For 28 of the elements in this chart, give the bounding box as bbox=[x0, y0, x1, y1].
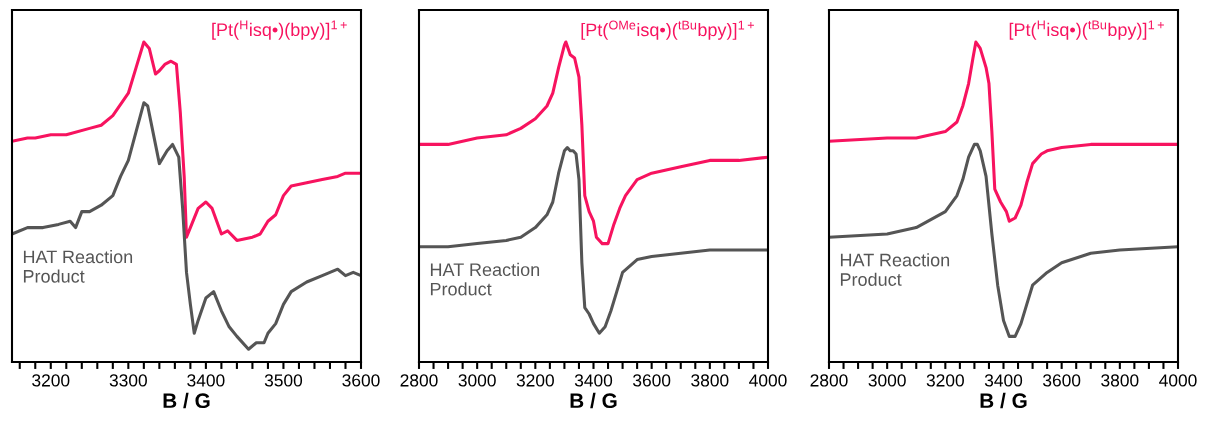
x-axis-title: B / G bbox=[980, 392, 1027, 409]
x-tick-label: 3200 bbox=[516, 374, 554, 387]
x-tick-label: 3400 bbox=[574, 374, 613, 387]
x-axis-title: B / G bbox=[570, 392, 617, 409]
x-tick-label: 3400 bbox=[187, 374, 225, 387]
series-label: [Pt($^{OMe}$isq•)($^{tBu}$bpy)]$^{1+}$ bbox=[581, 20, 754, 40]
x-tick-label: 4000 bbox=[749, 374, 787, 387]
x-tick-label: 2800 bbox=[810, 374, 848, 387]
x-tick-label: 3800 bbox=[691, 374, 729, 387]
x-tick-label: 2800 bbox=[400, 374, 438, 387]
x-tick-label: 4000 bbox=[1159, 374, 1197, 387]
text: [Pt($^{H}$isq•)(bpy)]$^{1+}$ bbox=[212, 20, 347, 40]
x-tick-label: 3300 bbox=[109, 374, 147, 387]
x-tick-label: 3600 bbox=[633, 374, 671, 387]
series-label: HAT Reaction Product bbox=[430, 262, 540, 296]
series-label: HAT Reaction Product bbox=[840, 253, 950, 286]
x-tick-label: 3200 bbox=[926, 374, 964, 387]
x-tick-label: 3500 bbox=[264, 374, 303, 387]
x-tick-label: 3000 bbox=[458, 374, 496, 387]
series-label: [Pt($^{H}$isq•)($^{tBu}$bpy)]$^{1+}$ bbox=[1009, 20, 1164, 40]
x-tick-label: 3400 bbox=[984, 374, 1023, 387]
series-label: HAT Reaction Product bbox=[23, 250, 133, 283]
x-tick-label: 3000 bbox=[868, 374, 906, 387]
x-tick-label: 3200 bbox=[32, 374, 70, 387]
x-axis-title: B / G bbox=[163, 392, 210, 409]
x-tick-label: 3600 bbox=[342, 374, 380, 387]
x-tick-label: 3800 bbox=[1101, 374, 1139, 387]
x-tick-label: 3600 bbox=[1043, 374, 1081, 387]
